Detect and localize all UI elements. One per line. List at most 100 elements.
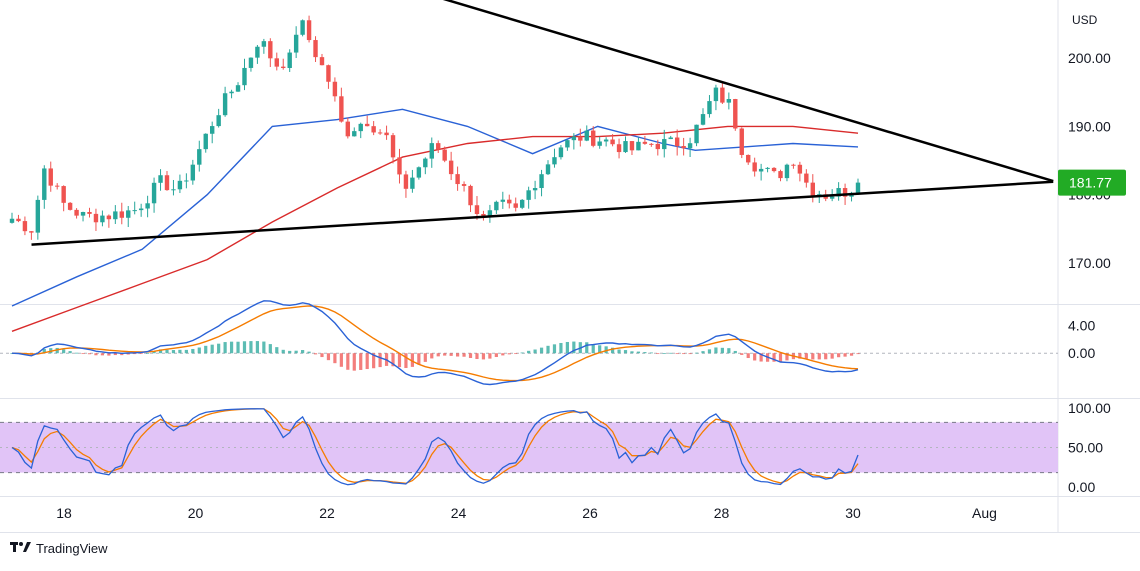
stochastic-axis[interactable]: 100.00 50.00 0.00 xyxy=(1068,400,1111,495)
macd-histogram-bar xyxy=(843,353,847,357)
upper-trendline xyxy=(442,0,1054,183)
macd-histogram-bar xyxy=(682,353,686,355)
candle-body xyxy=(164,175,170,191)
candle-body xyxy=(668,137,673,140)
macd-histogram-bar xyxy=(623,350,628,354)
macd-histogram-bar xyxy=(585,342,589,354)
candle-body xyxy=(526,190,531,200)
candle-body xyxy=(100,215,105,223)
macd-histogram-bar xyxy=(229,341,234,354)
macd-histogram-bar xyxy=(74,352,79,354)
last-price-label: 181.77 xyxy=(1069,175,1112,191)
macd-histogram-bar xyxy=(714,347,718,354)
candle-body xyxy=(67,202,73,210)
candle-body xyxy=(655,143,661,150)
candle-body xyxy=(778,171,783,179)
candle-body xyxy=(532,188,538,191)
macd-histogram-bar xyxy=(527,350,531,354)
macd-axis[interactable]: 4.00 0.00 xyxy=(1068,318,1095,362)
candle-body xyxy=(22,221,28,232)
macd-histogram-bar xyxy=(539,347,544,354)
candle-body xyxy=(242,67,247,86)
price-axis-tick-label: 190.00 xyxy=(1068,118,1111,134)
stochastic-axis-tick-label: 0.00 xyxy=(1068,479,1095,495)
candle-body xyxy=(552,157,557,165)
macd-histogram-bar xyxy=(184,349,188,354)
macd-histogram-bar xyxy=(456,353,460,357)
macd-histogram-bar xyxy=(481,353,486,360)
macd-histogram-bar xyxy=(675,353,679,355)
currency-label: USD xyxy=(1072,13,1098,27)
candle-body xyxy=(416,167,422,178)
macd-histogram-bar xyxy=(824,353,828,360)
candle-body xyxy=(138,208,144,211)
candle-body xyxy=(797,164,803,174)
candle-body xyxy=(229,91,234,94)
candle-body xyxy=(113,211,118,220)
macd-histogram-bar xyxy=(378,353,382,368)
macd-histogram-bar xyxy=(204,345,208,354)
tradingview-branding[interactable]: TradingView xyxy=(10,541,108,556)
macd-histogram-bar xyxy=(100,353,105,356)
time-axis-tick-label: 26 xyxy=(582,505,598,521)
candle-body xyxy=(565,140,570,148)
macd-histogram-bar xyxy=(346,353,350,370)
macd-histogram-bar xyxy=(333,353,337,364)
candle-body xyxy=(429,143,434,159)
macd-histogram-bar xyxy=(694,352,699,354)
macd-histogram-bar xyxy=(443,353,447,356)
candle-body xyxy=(87,212,92,214)
macd-histogram-bar xyxy=(507,353,511,355)
candle-body xyxy=(274,58,279,67)
candle-body xyxy=(268,41,273,59)
macd-histogram-bar xyxy=(656,353,660,355)
candle-body xyxy=(384,132,389,136)
macd-histogram-bar xyxy=(275,347,279,354)
candle-body xyxy=(784,164,790,179)
candle-body xyxy=(474,205,480,215)
candle-body xyxy=(739,128,744,155)
candle-body xyxy=(61,186,66,203)
candle-body xyxy=(836,188,841,197)
macd-histogram-bar xyxy=(514,353,518,355)
macd-histogram-bar xyxy=(410,353,414,367)
macd-histogram-bar xyxy=(520,352,524,354)
macd-histogram-bar xyxy=(152,351,156,354)
macd-histogram-bar xyxy=(720,347,724,354)
macd-histogram-bar xyxy=(55,347,59,354)
candle-body xyxy=(629,141,635,151)
macd-histogram-bar xyxy=(565,341,569,354)
candle-body xyxy=(42,168,47,200)
candle-body xyxy=(636,141,641,151)
candle-body xyxy=(487,210,493,218)
price-pane xyxy=(9,0,1054,332)
time-axis[interactable]: 18 20 22 24 26 28 30 Aug xyxy=(56,505,997,521)
candle-body xyxy=(48,168,53,186)
macd-histogram-bar xyxy=(559,342,563,354)
candle-body xyxy=(171,189,176,191)
macd-histogram-bar xyxy=(610,347,615,354)
macd-histogram-bar xyxy=(210,344,214,354)
price-axis-tick-label: 200.00 xyxy=(1068,50,1111,66)
currency-selector[interactable]: USD xyxy=(1062,6,1102,32)
candle-body xyxy=(358,123,363,132)
candle-body xyxy=(726,99,732,103)
macd-histogram-bar xyxy=(617,349,621,354)
candle-body xyxy=(448,160,454,175)
macd-histogram-bar xyxy=(236,341,240,354)
candle-body xyxy=(74,209,79,216)
stochastic-axis-tick-label: 100.00 xyxy=(1068,400,1111,416)
macd-histogram-bar xyxy=(107,353,111,356)
candle-body xyxy=(151,182,157,204)
stochastic-pane xyxy=(0,408,1058,486)
candle-body xyxy=(649,143,654,145)
candle-body xyxy=(694,124,699,144)
candle-body xyxy=(746,154,751,163)
macd-histogram-bar xyxy=(191,348,195,354)
candle-body xyxy=(35,199,41,233)
macd-histogram-bar xyxy=(811,353,815,360)
candle-body xyxy=(855,182,861,193)
macd-histogram-bar xyxy=(649,352,653,354)
